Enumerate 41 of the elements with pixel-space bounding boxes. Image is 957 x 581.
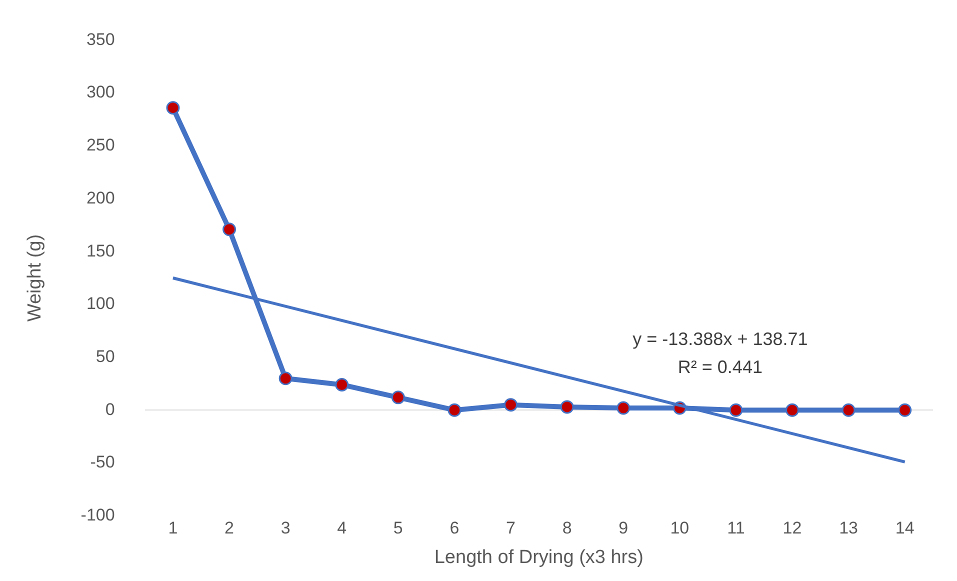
- x-tick-label: 9: [618, 518, 628, 538]
- x-axis-title: Length of Drying (x3 hrs): [434, 546, 644, 568]
- point: [278, 372, 292, 386]
- point: [448, 403, 462, 417]
- y-tick-label: 300: [86, 82, 115, 102]
- point: [222, 222, 236, 236]
- point: [842, 403, 856, 417]
- x-tick-label: 5: [393, 518, 403, 538]
- point: [335, 378, 349, 392]
- point: [166, 101, 180, 115]
- x-tick-label: 12: [782, 518, 802, 538]
- y-tick-label: 150: [86, 241, 115, 260]
- x-tick-label: 2: [224, 518, 234, 538]
- x-tick-label: 3: [280, 518, 290, 538]
- x-tick-label: 11: [727, 518, 745, 538]
- x-tick-label: 13: [839, 518, 858, 538]
- y-tick-label: 200: [86, 188, 115, 208]
- x-tick-label: 7: [506, 518, 516, 538]
- y-tick-label: -50: [90, 452, 115, 472]
- point: [560, 400, 574, 414]
- y-tick-label: 100: [86, 294, 115, 314]
- y-tick-label: 250: [86, 136, 115, 155]
- y-tick-label: 50: [96, 346, 115, 366]
- y-tick-label: 0: [105, 400, 115, 419]
- point: [898, 403, 912, 417]
- x-tick-label: 6: [450, 518, 460, 538]
- y-tick-label: -100: [80, 505, 115, 524]
- point: [786, 403, 800, 417]
- x-tick-label: 4: [337, 518, 347, 538]
- y-axis-title: Weight (g): [24, 234, 46, 322]
- x-tick-label: 1: [168, 518, 178, 538]
- x-tick-label: 10: [670, 518, 690, 538]
- annotation: R² = 0.441: [678, 357, 762, 378]
- point: [391, 390, 405, 404]
- point: [729, 403, 743, 417]
- point: [616, 401, 630, 415]
- x-tick-label: 8: [562, 518, 572, 538]
- x-tick-label: 14: [895, 518, 914, 538]
- y-tick-label: 350: [86, 30, 115, 49]
- annotation: y = -13.388x + 138.71: [632, 329, 808, 350]
- point: [504, 398, 518, 412]
